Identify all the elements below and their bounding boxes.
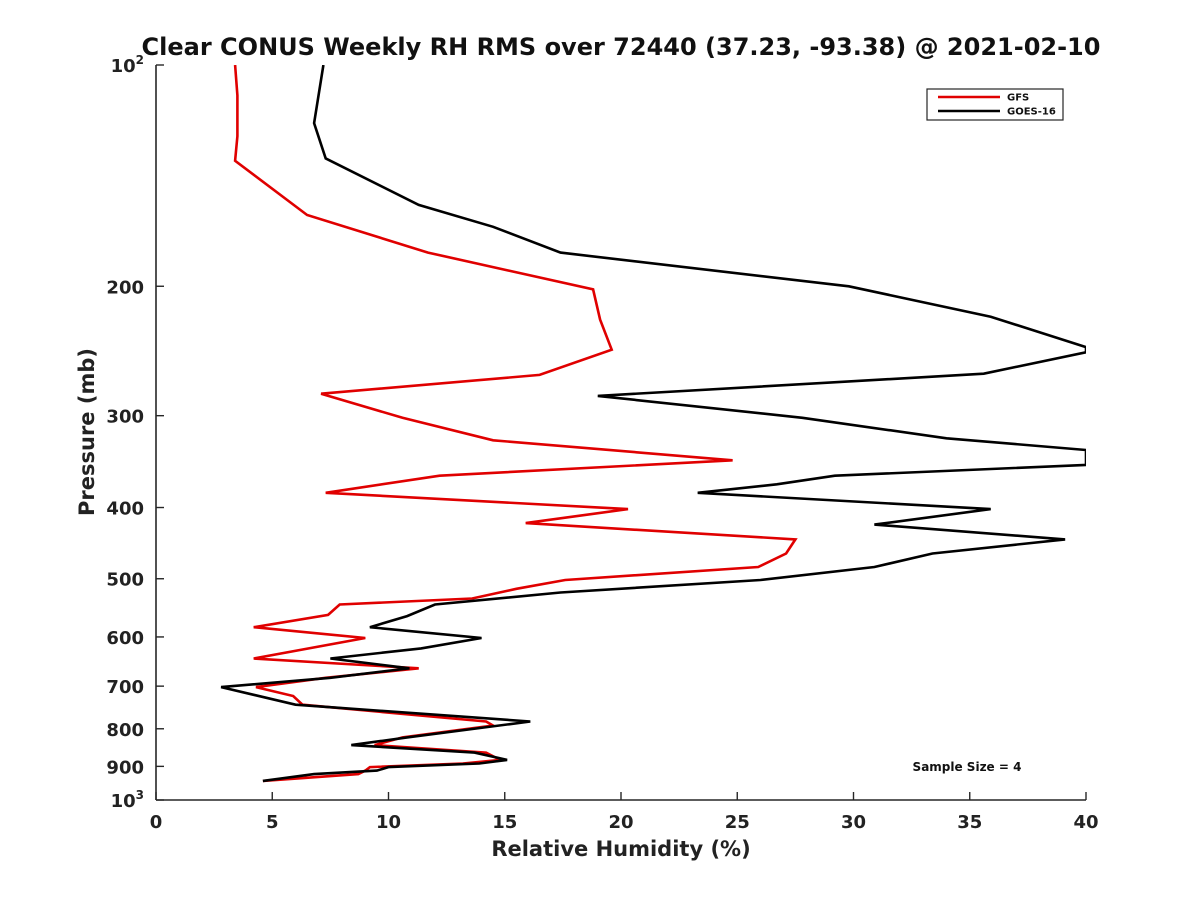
x-tick-label: 30: [841, 812, 866, 833]
y-axis-label: Pressure (mb): [75, 348, 99, 516]
sample-size-note: Sample Size = 4: [913, 760, 1022, 774]
x-tick-label: 5: [266, 812, 279, 833]
y-tick-label: 800: [106, 720, 144, 741]
y-tick-label: 600: [106, 628, 144, 649]
y-tick-label: 900: [106, 757, 144, 778]
chart-title: Clear CONUS Weekly RH RMS over 72440 (37…: [142, 33, 1101, 61]
series-line-gfs: [233, 65, 798, 783]
legend-label-goes16: GOES-16: [1007, 107, 1056, 118]
y-tick-label: 103: [111, 788, 144, 812]
legend: GFS GOES-16: [926, 88, 1064, 121]
series-line-goes16: [220, 65, 1086, 783]
y-tick-label: 700: [106, 677, 144, 698]
x-tick-label: 15: [492, 812, 517, 833]
y-ticks: 102 200 300 400 500 600 700 800 900 103: [106, 53, 164, 812]
x-tick-label: 20: [608, 812, 633, 833]
y-tick-label: 400: [106, 499, 144, 520]
x-tick-label: 0: [150, 812, 163, 833]
x-tick-label: 25: [725, 812, 750, 833]
x-tick-label: 40: [1073, 812, 1098, 833]
x-ticks: 0 5 10 15 20 25 30 35 40: [150, 792, 1099, 833]
series-layer: [220, 65, 1086, 783]
y-tick-label: 102: [111, 53, 144, 77]
x-axis-label: Relative Humidity (%): [491, 837, 750, 861]
legend-box: [926, 88, 1064, 121]
y-tick-label: 500: [106, 570, 144, 591]
legend-label-gfs: GFS: [1007, 93, 1029, 104]
y-tick-label: 200: [106, 277, 144, 298]
x-tick-label: 10: [376, 812, 401, 833]
x-tick-label: 35: [957, 812, 982, 833]
y-tick-label: 300: [106, 407, 144, 428]
